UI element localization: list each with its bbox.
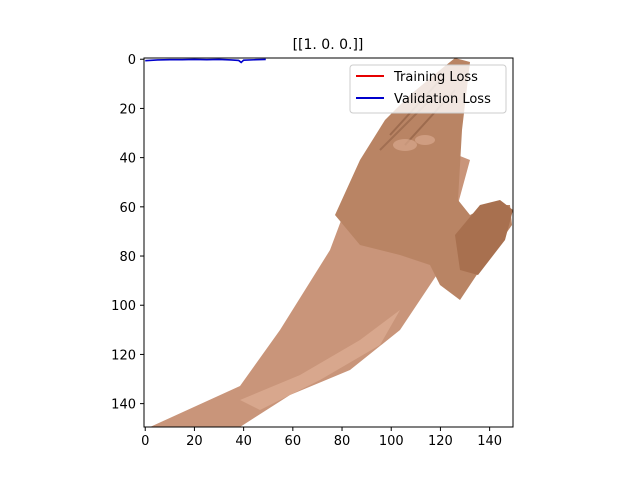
axes-frame: [143, 57, 514, 428]
x-tick-label: 20: [186, 434, 203, 449]
x-tick-label: 0: [141, 434, 149, 449]
y-tick-label: 100: [111, 299, 136, 314]
legend-box: [349, 64, 507, 114]
x-tick-label: 60: [285, 434, 302, 449]
y-tick-label: 0: [128, 53, 136, 68]
x-tick-label: 40: [235, 434, 252, 449]
y-tick-label: 20: [119, 102, 136, 117]
chart-title: [[1. 0. 0.]]: [293, 37, 364, 53]
legend-label-validation-loss: Validation Loss: [394, 92, 491, 107]
series-line-validation-loss: [145, 58, 266, 64]
y-tick-label: 140: [111, 398, 136, 413]
x-tick-label: 100: [379, 434, 404, 449]
hand-photo-image: [150, 58, 513, 427]
y-tick-label: 60: [119, 201, 136, 216]
x-tick-label: 80: [334, 434, 351, 449]
y-tick-label: 40: [119, 152, 136, 167]
legend-label-training-loss: Training Loss: [393, 70, 478, 85]
x-tick-label: 140: [477, 434, 502, 449]
y-tick-label: 120: [111, 348, 136, 363]
y-tick-label: 80: [119, 250, 136, 265]
legend: Training Loss Validation Loss: [349, 64, 507, 114]
x-tick-label: 120: [428, 434, 453, 449]
